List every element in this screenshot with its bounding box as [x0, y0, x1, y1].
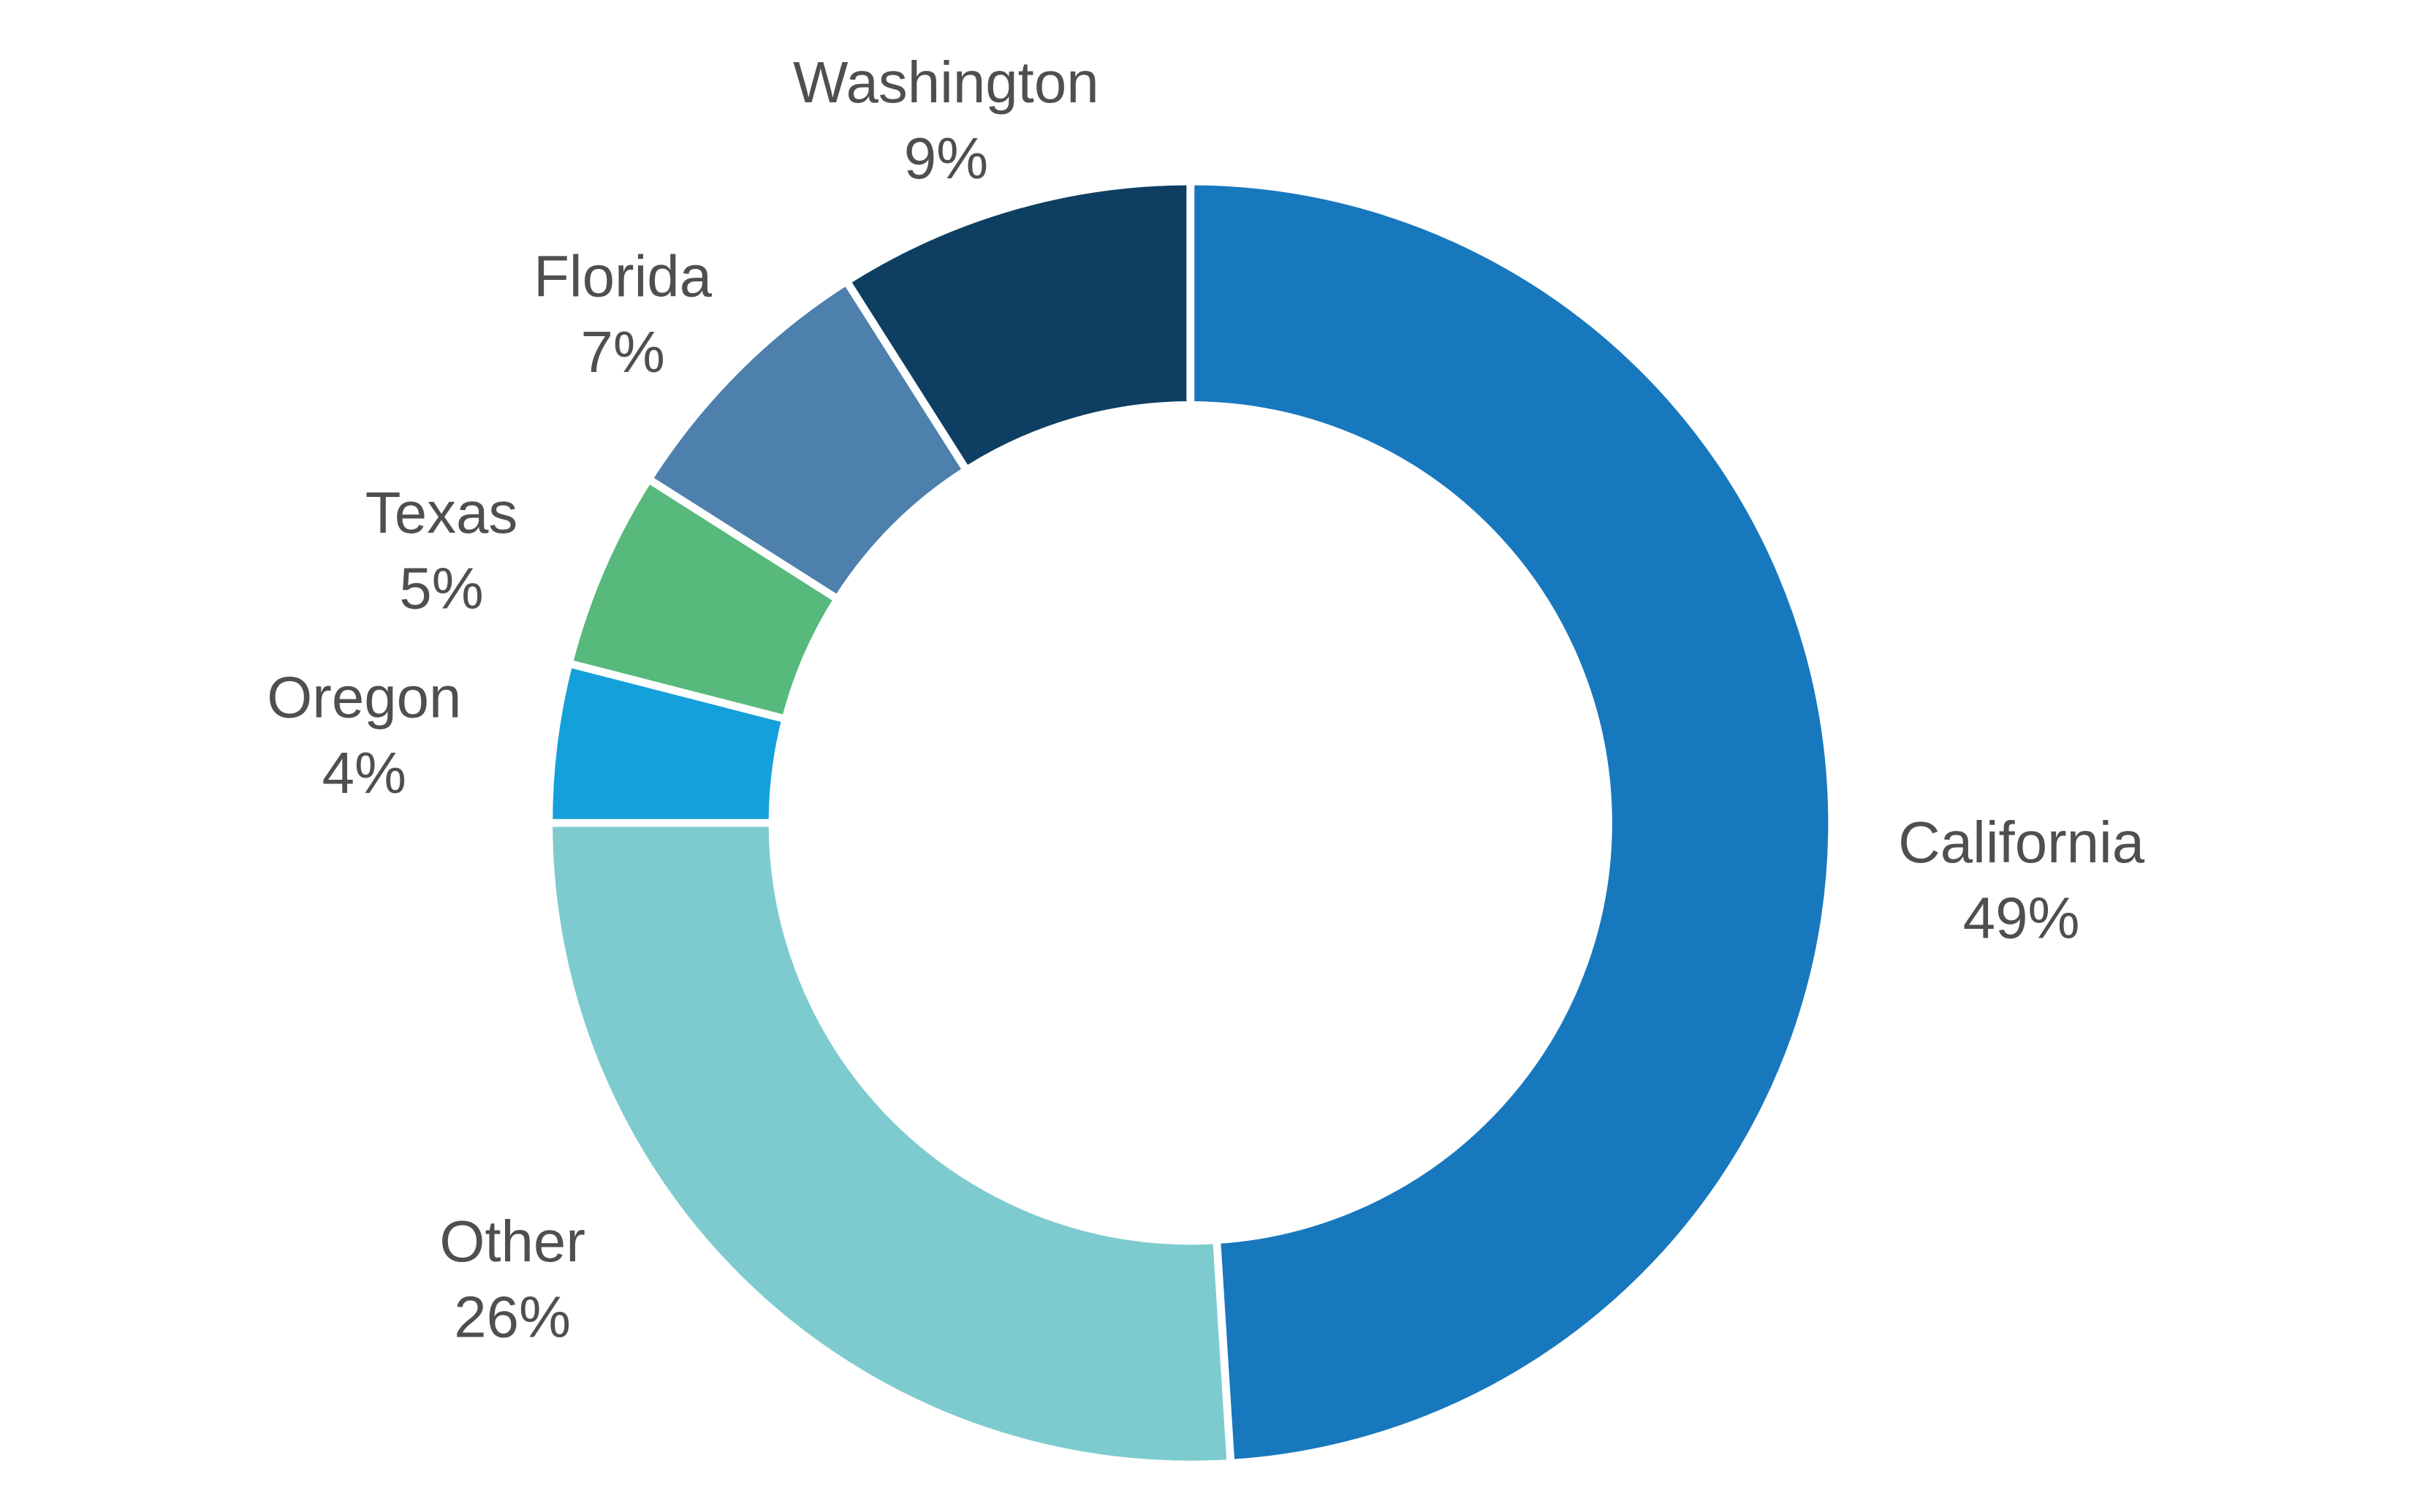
slice-labels: California 49% Other 26% Oregon 4% Texas 5%Flor… [267, 50, 2145, 1349]
slice-label-oregon: Oregon 4% [267, 665, 461, 806]
slice-label-texas: Texas 5% [365, 480, 517, 621]
donut-slices [545, 177, 1837, 1469]
pie-slice-washington [842, 177, 1195, 474]
pie-slice-other [545, 818, 1235, 1469]
slice-label-washington: Washington 9% [793, 50, 1099, 191]
pie-slice-california [1186, 177, 1837, 1467]
slice-label-florida: Florida 7% [534, 244, 713, 385]
slice-label-california: California 49% [1898, 810, 2145, 951]
slice-label-other: Other 26% [439, 1209, 585, 1350]
